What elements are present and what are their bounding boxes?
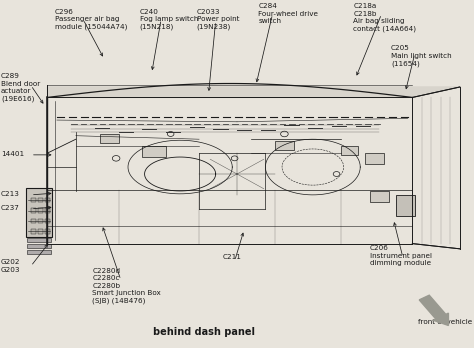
Bar (100, 134, 118, 143)
Bar (31, 229, 36, 234)
Bar (31, 198, 36, 202)
Bar (45, 219, 50, 223)
Text: C237: C237 (1, 205, 20, 211)
Text: C218a
C218b
Air bag sliding
contact (14A664): C218a C218b Air bag sliding contact (14A… (353, 3, 416, 32)
Bar (27, 250, 51, 254)
Bar (38, 198, 43, 202)
Text: C211: C211 (223, 254, 242, 260)
Polygon shape (47, 87, 460, 97)
Text: G202
G203: G202 G203 (1, 259, 20, 273)
Bar (38, 219, 43, 223)
Bar (45, 198, 50, 202)
Bar (45, 229, 50, 234)
Bar (27, 238, 51, 242)
Text: C284
Four-wheel drive
switch: C284 Four-wheel drive switch (258, 3, 319, 24)
Text: C296
Passenger air bag
module (15044A74): C296 Passenger air bag module (15044A74) (55, 9, 127, 30)
Bar (45, 208, 50, 213)
Text: C2033
Power point
(19N238): C2033 Power point (19N238) (197, 9, 239, 30)
Text: 14401: 14401 (1, 151, 24, 157)
Bar (31, 219, 36, 223)
FancyArrow shape (419, 295, 448, 325)
Text: C213: C213 (1, 191, 20, 197)
Text: C205
Main light switch
(11654): C205 Main light switch (11654) (391, 45, 452, 67)
Text: front of vehicle: front of vehicle (419, 319, 473, 325)
Text: C206
Instrument panel
dimming module: C206 Instrument panel dimming module (370, 245, 432, 266)
Text: C2280d
C2280c
C2280b
Smart Junction Box
(SJB) (14B476): C2280d C2280c C2280b Smart Junction Box … (92, 268, 161, 304)
Text: C289
Blend door
actuator
(19E616): C289 Blend door actuator (19E616) (1, 73, 40, 102)
Bar (38, 229, 43, 234)
Bar (370, 191, 389, 202)
Bar (27, 244, 51, 248)
Text: C240
Fog lamp switch
(15N218): C240 Fog lamp switch (15N218) (140, 9, 198, 30)
Bar (142, 146, 166, 157)
Bar (38, 208, 43, 213)
Bar (26, 188, 52, 237)
Bar (341, 146, 358, 155)
Bar (396, 195, 415, 216)
Bar (275, 141, 294, 150)
Text: behind dash panel: behind dash panel (153, 327, 255, 337)
Bar (31, 208, 36, 213)
Bar (365, 153, 384, 164)
